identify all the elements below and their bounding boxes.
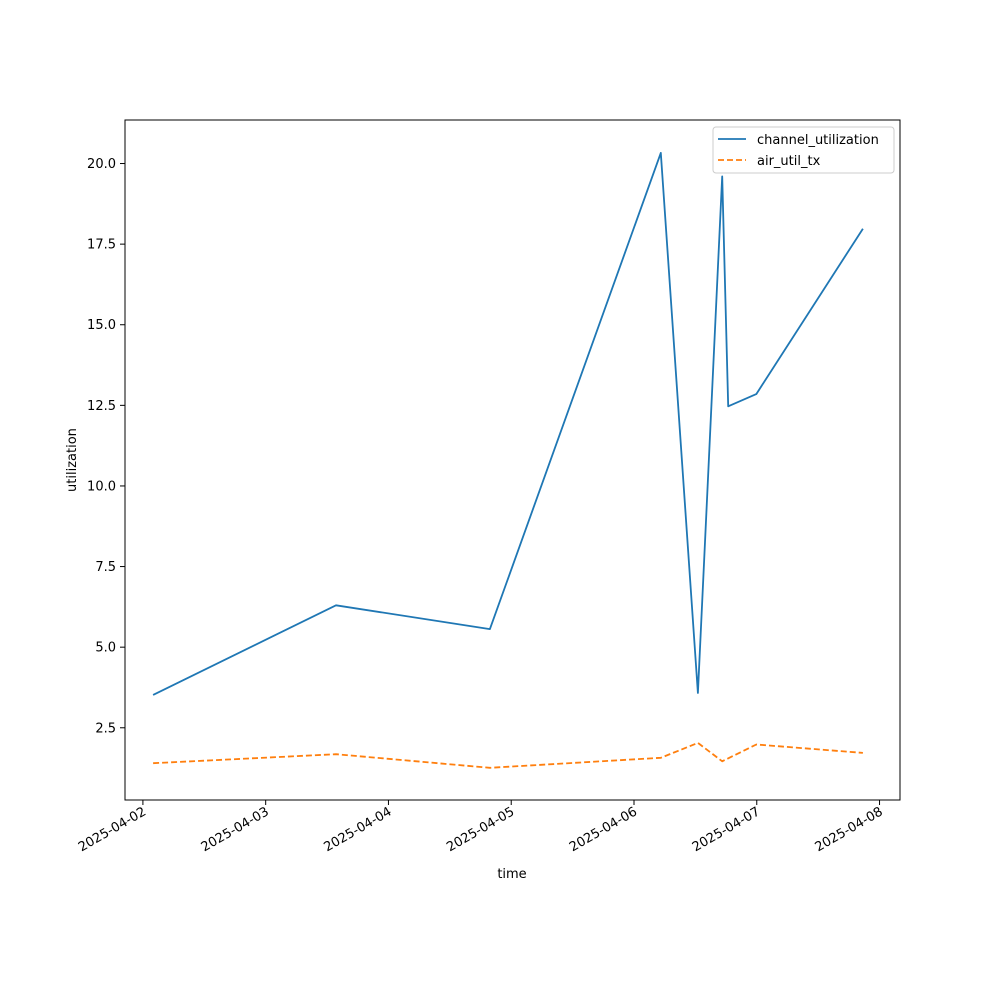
legend: channel_utilization air_util_tx — [712, 126, 895, 174]
x-tick-label: 2025-04-07 — [690, 804, 763, 855]
x-tick-label: 2025-04-08 — [813, 804, 886, 855]
y-tick-label: 7.5 — [95, 560, 116, 575]
y-tick-label: 17.5 — [87, 238, 116, 253]
y-tick-label: 2.5 — [95, 721, 116, 736]
legend-label-channel-utilization: channel_utilization — [757, 133, 879, 148]
x-tick-label: 2025-04-04 — [322, 804, 395, 855]
x-tick-label: 2025-04-02 — [76, 804, 149, 855]
legend-box — [712, 126, 895, 174]
x-axis-label: time — [497, 867, 526, 882]
plot-frame — [124, 119, 901, 801]
x-tick-label: 2025-04-03 — [199, 804, 272, 855]
series-line-channel-utilization — [152, 151, 864, 696]
y-axis-label: utilization — [65, 428, 80, 492]
x-tick-label: 2025-04-05 — [444, 804, 517, 855]
y-tick-label: 15.0 — [87, 318, 116, 333]
y-tick-label: 10.0 — [87, 479, 116, 494]
legend-label-air-util-tx: air_util_tx — [757, 154, 821, 169]
series-line-air-util-tx — [153, 742, 863, 769]
y-tick-label: 12.5 — [87, 399, 116, 414]
x-tick-label: 2025-04-06 — [567, 804, 640, 855]
y-tick-label: 5.0 — [95, 641, 116, 656]
y-tick-label: 20.0 — [87, 157, 116, 172]
